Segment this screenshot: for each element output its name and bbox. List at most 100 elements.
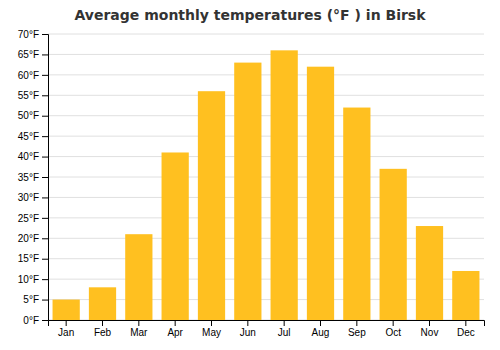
grid-line (48, 54, 484, 55)
y-tick-label: 55°F (18, 90, 39, 101)
y-tick-label: 40°F (18, 151, 39, 162)
x-tick: Sep (348, 320, 366, 338)
grid-line (48, 217, 484, 218)
y-tick-label: 45°F (18, 131, 39, 142)
x-tick: May (202, 320, 221, 338)
y-axis: 0°F5°F10°F15°F20°F25°F30°F35°F40°F45°F50… (18, 29, 49, 326)
x-tick-label: Feb (94, 327, 112, 338)
y-tick: 10°F (18, 274, 48, 285)
x-tick: Dec (457, 320, 475, 338)
grid-line (48, 136, 484, 137)
x-tick-mark (284, 320, 285, 326)
y-tick-mark (42, 116, 48, 117)
bar (89, 287, 116, 320)
y-tick: 35°F (18, 172, 48, 183)
y-tick: 15°F (18, 253, 48, 264)
x-tick: Jun (240, 320, 256, 338)
grid-line (48, 197, 484, 198)
bar (53, 300, 80, 320)
x-tick: Feb (94, 320, 112, 338)
bar (198, 91, 225, 320)
y-tick-mark (42, 238, 48, 239)
y-tick-mark (42, 279, 48, 280)
grid-line (48, 177, 484, 178)
x-tick-mark (393, 320, 394, 326)
title: Average monthly temperatures (°F ) in Bi… (74, 7, 426, 23)
x-tick-label: Nov (421, 327, 439, 338)
y-tick-mark (42, 157, 48, 158)
grid-line (48, 156, 484, 157)
y-tick-mark (42, 75, 48, 76)
bar (234, 63, 261, 320)
y-tick-mark (42, 218, 48, 219)
x-tick: Apr (167, 320, 183, 338)
y-tick-mark (42, 320, 48, 321)
y-tick: 0°F (23, 315, 48, 326)
y-tick-label: 5°F (23, 294, 39, 305)
bars (53, 50, 480, 320)
x-tick-label: Mar (130, 327, 148, 338)
y-tick: 25°F (18, 213, 48, 224)
bar (452, 271, 479, 320)
x-tick-mark (138, 320, 139, 326)
x-tick-mark (175, 320, 176, 326)
x-tick: Mar (130, 320, 148, 338)
y-tick: 5°F (23, 294, 48, 305)
x-tick-mark (211, 320, 212, 326)
y-tick-label: 0°F (23, 315, 39, 326)
grid (48, 34, 484, 320)
x-tick-label: Sep (348, 327, 366, 338)
x-tick-mark (320, 320, 321, 326)
x-tick-label: Dec (457, 327, 475, 338)
x-tick-mark (247, 320, 248, 326)
y-tick-mark (42, 95, 48, 96)
bar (162, 152, 189, 320)
y-tick-label: 35°F (18, 172, 39, 183)
y-tick: 60°F (18, 70, 48, 81)
x-tick: Jul (278, 320, 291, 338)
y-tick: 65°F (18, 49, 48, 60)
y-tick: 55°F (18, 90, 48, 101)
x-tick-label: Jun (240, 327, 256, 338)
x-tick-label: Jul (278, 327, 291, 338)
bar (125, 234, 152, 320)
y-tick-mark (42, 136, 48, 137)
x-tick-mark (356, 320, 357, 326)
y-tick-label: 70°F (18, 29, 39, 40)
x-tick: Jan (58, 320, 74, 338)
x-tick-label: Aug (312, 327, 330, 338)
grid-line (48, 34, 484, 35)
grid-line (48, 95, 484, 96)
x-tick: Nov (421, 320, 439, 338)
bar (307, 67, 334, 320)
x-tick-label: Oct (385, 327, 401, 338)
grid-line (48, 115, 484, 116)
y-tick-mark (42, 197, 48, 198)
y-tick-label: 15°F (18, 253, 39, 264)
x-tick-label: May (202, 327, 221, 338)
bar (380, 169, 407, 320)
y-tick: 45°F (18, 131, 48, 142)
x-tick: Oct (385, 320, 401, 338)
bar (343, 108, 370, 320)
x-axis-line (49, 321, 485, 327)
y-tick-label: 50°F (18, 110, 39, 121)
chart: Jan Feb Mar Apr May Jun Jul Aug Sep Oct Nov Dec 0°F 5… (0, 0, 500, 350)
y-tick: 40°F (18, 151, 48, 162)
y-tick-label: 65°F (18, 49, 39, 60)
y-tick-mark (42, 34, 48, 35)
x-tick-label: Jan (58, 327, 74, 338)
y-tick-label: 10°F (18, 274, 39, 285)
y-tick: 50°F (18, 110, 48, 121)
y-tick: 30°F (18, 192, 48, 203)
x-tick-label: Apr (167, 327, 183, 338)
x-axis: Jan Feb Mar Apr May Jun Jul Aug Sep Oct Nov Dec (49, 320, 485, 338)
bar (416, 226, 443, 320)
plot-area: Jan Feb Mar Apr May Jun Jul Aug Sep Oct Nov Dec 0°F 5… (18, 29, 485, 338)
x-tick-mark (465, 320, 466, 326)
y-axis-line (42, 35, 49, 321)
y-tick-label: 30°F (18, 192, 39, 203)
bar (271, 50, 298, 320)
grid-line (48, 74, 484, 75)
x-tick: Aug (312, 320, 330, 338)
